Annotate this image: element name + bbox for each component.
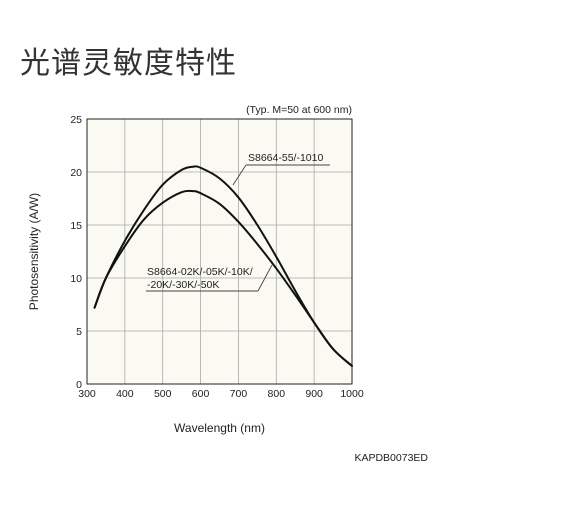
- y-tick-label: 20: [70, 167, 82, 179]
- x-tick-label: 900: [305, 388, 323, 400]
- plot-background: [87, 119, 352, 384]
- x-tick-label: 800: [268, 388, 286, 400]
- series-2-leader: [257, 264, 273, 292]
- y-tick-label: 5: [76, 326, 82, 338]
- x-tick-label: 300: [78, 388, 96, 400]
- x-tick-label: 500: [154, 388, 172, 400]
- y-tick-label: 15: [70, 220, 82, 232]
- series-2-label-line: -20K/-30K/-50K: [147, 279, 219, 291]
- condition-note: (Typ. M=50 at 600 nm): [246, 104, 352, 116]
- x-tick-label: 700: [230, 388, 248, 400]
- y-tick-label: 10: [70, 273, 82, 285]
- series-2-label-line: S8664-02K/-05K/-10K/: [147, 266, 253, 278]
- figure-code: KAPDB0073ED: [354, 452, 428, 464]
- tick-labels: 300 400 500 600 700 800 900 1000 0 5 10 15 20 25: [70, 114, 364, 400]
- series-1-leader: [232, 164, 247, 186]
- grid-layer: [87, 119, 352, 384]
- y-tick-label: 25: [70, 114, 82, 126]
- y-tick-label: 0: [76, 379, 82, 391]
- series-layer: [93, 165, 353, 367]
- annotations: S8664-55/-1010 S8664-02K/-05K/-10K/-20K/-…: [146, 152, 330, 292]
- x-tick-label: 400: [116, 388, 134, 400]
- y-axis-label: Photosensitivity (A/W): [27, 193, 41, 310]
- series-1-label: S8664-55/-1010: [248, 152, 323, 164]
- x-axis-label: Wavelength (nm): [174, 421, 265, 435]
- x-tick-label: 1000: [340, 388, 364, 400]
- page-title: 光谱灵敏度特性: [20, 46, 237, 81]
- plot-frame: [86, 118, 353, 385]
- series-line-2: [93, 189, 353, 367]
- x-tick-label: 600: [192, 388, 210, 400]
